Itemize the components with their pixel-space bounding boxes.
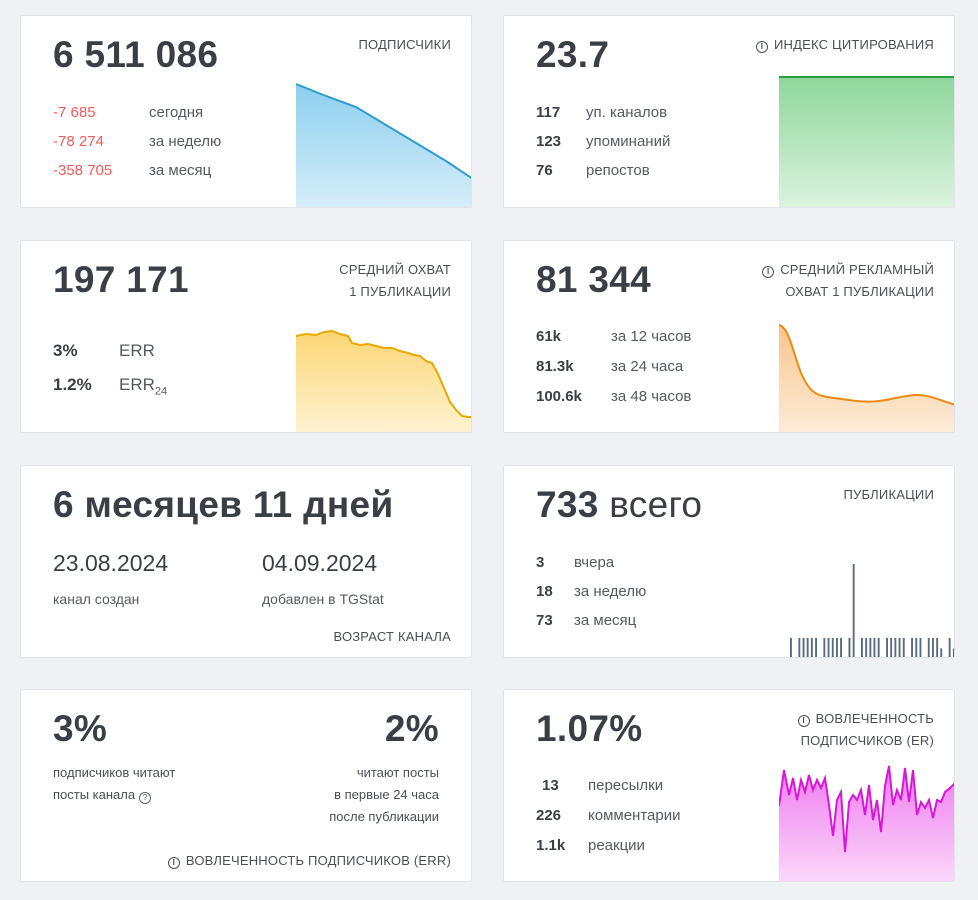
- posts-bar: [877, 637, 880, 657]
- posts-bar: [802, 637, 805, 657]
- posts-bar: [948, 637, 951, 657]
- citation-index: 23.7: [536, 34, 610, 75]
- help-icon[interactable]: ?: [139, 792, 152, 804]
- posts-total: 733 всего: [536, 484, 703, 525]
- posts-bar: [936, 637, 939, 657]
- created-date: 23.08.2024: [53, 550, 169, 576]
- ad-reach-48h: 100.6k за 48 часов: [536, 388, 692, 405]
- citation-mentions: 123 упоминаний: [536, 133, 671, 150]
- er-chart: [779, 765, 954, 881]
- subscribers-month: -358 705 за месяц: [53, 162, 212, 179]
- err-left-value: 3%: [53, 708, 108, 749]
- err-right-text: читают посты в первые 24 часа после публ…: [329, 765, 439, 824]
- posts-bar: [927, 637, 930, 657]
- posts-bar: [890, 637, 893, 657]
- posts-bar: [919, 637, 922, 657]
- subscribers-title: ПОДПИСЧИКИ: [358, 37, 451, 52]
- posts-bar: [790, 637, 792, 657]
- posts-bar: [915, 637, 918, 657]
- channel-age-card[interactable]: 6 месяцев 11 дней 23.08.2024 канал созда…: [20, 465, 472, 658]
- posts-bar: [831, 637, 834, 657]
- er-title: i ВОВЛЕЧЕННОСТЬ ПОДПИСЧИКОВ (ER): [797, 708, 934, 752]
- posts-bar: [861, 637, 863, 657]
- posts-bar: [848, 637, 851, 657]
- posts-bar: [806, 637, 809, 657]
- posts-month: 73 за месяц: [536, 612, 637, 629]
- info-icon[interactable]: i: [797, 715, 810, 727]
- ad-reach-title: i СРЕДНИЙ РЕКЛАМНЫЙ ОХВАТ 1 ПУБЛИКАЦИИ: [762, 259, 934, 303]
- posts-bar: [886, 637, 888, 657]
- err-right-value: 2%: [384, 708, 439, 749]
- avg-reach-title: СРЕДНИЙ ОХВАТ 1 ПУБЛИКАЦИИ: [339, 262, 451, 299]
- er-forwards: 13 пересылки: [542, 777, 664, 794]
- posts-bar: [798, 637, 801, 657]
- posts-bar: [836, 637, 838, 657]
- subscribers-chart: [296, 83, 471, 207]
- channel-age-title: ВОЗРАСТ КАНАЛА: [333, 629, 451, 644]
- err24-row: 1.2% ERR24: [53, 375, 168, 398]
- subscribers-card[interactable]: 6 511 086 ПОДПИСЧИКИ -7 685 сегодня -78 2…: [20, 15, 472, 208]
- posts-week: 18 за неделю: [536, 583, 647, 600]
- posts-card[interactable]: 733 всего ПУБЛИКАЦИИ 3 вчера 18 за неделю …: [503, 465, 955, 658]
- er-comments: 226 комментарии: [536, 807, 681, 824]
- er-card[interactable]: 1.07% i ВОВЛЕЧЕННОСТЬ ПОДПИСЧИКОВ (ER) 13…: [503, 689, 955, 882]
- posts-bar: [873, 637, 876, 657]
- info-icon[interactable]: i: [755, 41, 768, 53]
- avg-reach-chart: [296, 329, 471, 432]
- err-card[interactable]: 3% подписчиков читают посты канала? 2% ч…: [20, 689, 472, 882]
- posts-title: ПУБЛИКАЦИИ: [843, 487, 934, 502]
- subscribers-week: -78 274 за неделю: [53, 133, 222, 150]
- posts-bar: [940, 648, 943, 657]
- posts-chart: [790, 564, 954, 657]
- err-row: 3% ERR: [53, 341, 155, 360]
- ad-reach-card[interactable]: 81 344 i СРЕДНИЙ РЕКЛАМНЫЙ ОХВАТ 1 ПУБЛИК…: [503, 240, 955, 433]
- posts-bar: [952, 648, 954, 657]
- posts-bar: [869, 637, 872, 657]
- avg-reach-card[interactable]: 197 171 СРЕДНИЙ ОХВАТ 1 ПУБЛИКАЦИИ 3% ERR …: [20, 240, 472, 433]
- posts-bar: [865, 637, 868, 657]
- added-label: добавлен в TGStat: [262, 591, 384, 607]
- posts-bar: [898, 637, 901, 657]
- ad-reach-chart: [779, 324, 954, 432]
- ad-reach-value: 81 344: [536, 259, 651, 300]
- citation-title: i ИНДЕКС ЦИТИРОВАНИЯ: [755, 34, 934, 56]
- er-reactions: 1.1k реакции: [536, 837, 645, 854]
- posts-bar: [852, 564, 855, 657]
- posts-bar: [932, 637, 934, 657]
- citation-chart: [779, 76, 954, 207]
- subscribers-count: 6 511 086: [53, 34, 219, 75]
- posts-bar: [840, 637, 842, 657]
- posts-bar: [823, 637, 826, 657]
- er-value: 1.07%: [536, 708, 643, 749]
- posts-bar: [911, 637, 913, 657]
- citation-channels: 117 уп. каналов: [536, 104, 668, 121]
- ad-reach-12h: 61k за 12 часов: [536, 328, 692, 345]
- citation-card[interactable]: 23.7 i ИНДЕКС ЦИТИРОВАНИЯ 117 уп. каналов …: [503, 15, 955, 208]
- posts-yesterday: 3 вчера: [536, 554, 615, 571]
- ad-reach-24h: 81.3k за 24 часа: [536, 358, 684, 375]
- info-icon[interactable]: i: [167, 857, 180, 869]
- posts-bar: [902, 637, 905, 657]
- err-title: i ВОВЛЕЧЕННОСТЬ ПОДПИСЧИКОВ (ERR): [167, 850, 451, 872]
- avg-reach-value: 197 171: [53, 259, 189, 300]
- added-date: 04.09.2024: [262, 550, 378, 576]
- subscribers-today: -7 685 сегодня: [53, 104, 204, 121]
- posts-bar: [815, 637, 817, 657]
- channel-age-value: 6 месяцев 11 дней: [53, 484, 394, 525]
- created-label: канал создан: [53, 591, 140, 607]
- info-icon[interactable]: i: [762, 266, 775, 278]
- posts-bar: [827, 637, 830, 657]
- posts-bar: [894, 637, 897, 657]
- err-left-text: подписчиков читают посты канала?: [53, 765, 176, 804]
- posts-bar: [810, 637, 813, 657]
- citation-reposts: 76 репостов: [536, 162, 650, 179]
